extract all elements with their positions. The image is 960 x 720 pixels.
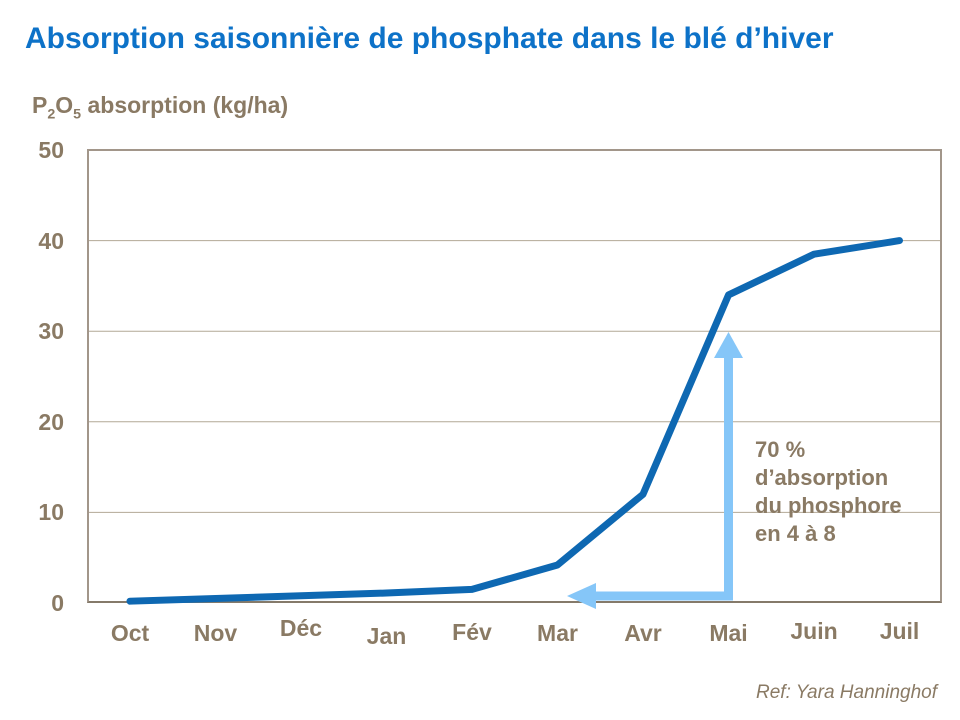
- x-tick-juil: Juil: [879, 618, 920, 644]
- y-tick-10: 10: [38, 499, 64, 526]
- x-tick-nov: Nov: [193, 620, 238, 646]
- y-axis-title-subscript: 2: [47, 106, 56, 123]
- x-tick-mar: Mar: [537, 620, 578, 646]
- x-tick-juin: Juin: [790, 618, 838, 644]
- x-tick-avr: Avr: [624, 620, 662, 646]
- y-axis-title-text: P: [32, 92, 48, 118]
- y-axis-title-text: absorption (kg/ha): [81, 92, 289, 118]
- annotation-70-percent: 70 % d’absorption du phosphore en 4 à 8: [755, 437, 902, 546]
- y-axis-title: P2O5 absorption (kg/ha): [32, 92, 289, 122]
- x-tick-fév: Fév: [452, 619, 492, 645]
- y-axis-title-text: O: [55, 92, 74, 118]
- x-tick-oct: Oct: [110, 620, 150, 646]
- y-tick-20: 20: [38, 408, 64, 435]
- x-tick-jan: Jan: [366, 623, 407, 649]
- x-tick-déc: Déc: [279, 615, 323, 641]
- reference-text: Ref: Yara Hanninghof: [756, 682, 937, 703]
- chart-title: Absorption saisonnière de phosphate dans…: [25, 22, 834, 55]
- y-tick-50: 50: [38, 137, 64, 163]
- y-tick-30: 30: [38, 318, 64, 345]
- x-tick-mai: Mai: [709, 620, 748, 646]
- y-tick-40: 40: [38, 227, 64, 254]
- y-tick-0: 0: [51, 590, 64, 616]
- y-axis-title-subscript: 5: [73, 106, 82, 123]
